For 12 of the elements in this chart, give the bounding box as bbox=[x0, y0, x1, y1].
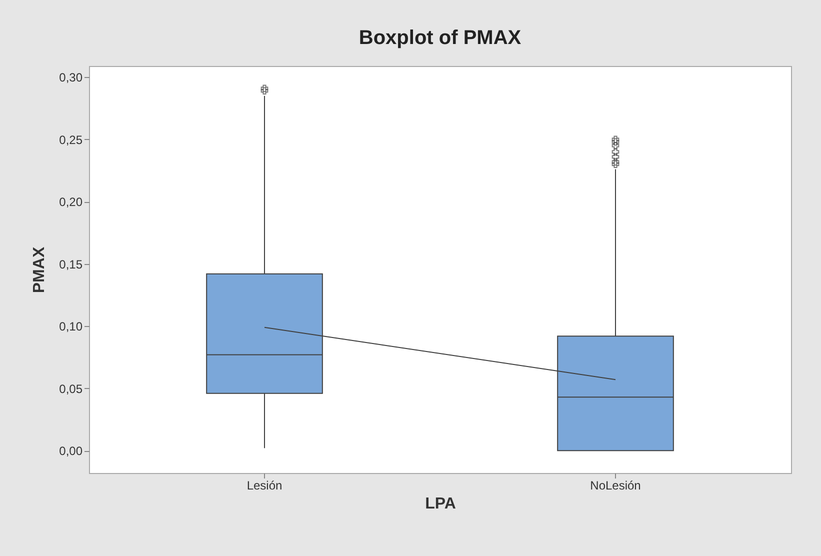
x-tick-label: Lesión bbox=[246, 478, 282, 492]
y-tick-label: 0,20 bbox=[59, 195, 83, 210]
y-tick-label: 0,00 bbox=[59, 444, 83, 458]
x-tick-label: NoLesión bbox=[590, 478, 641, 492]
y-tick-label: 0,05 bbox=[59, 382, 83, 396]
y-tick-label: 0,25 bbox=[59, 132, 83, 147]
y-axis-title: PMAX bbox=[31, 246, 48, 294]
y-tick-label: 0,30 bbox=[59, 70, 83, 85]
x-axis-title: LPA bbox=[425, 496, 456, 512]
y-tick-label: 0,15 bbox=[59, 257, 83, 272]
y-tick-label: 0,10 bbox=[59, 320, 83, 334]
chart-title: Boxplot of PMAX bbox=[358, 27, 522, 49]
